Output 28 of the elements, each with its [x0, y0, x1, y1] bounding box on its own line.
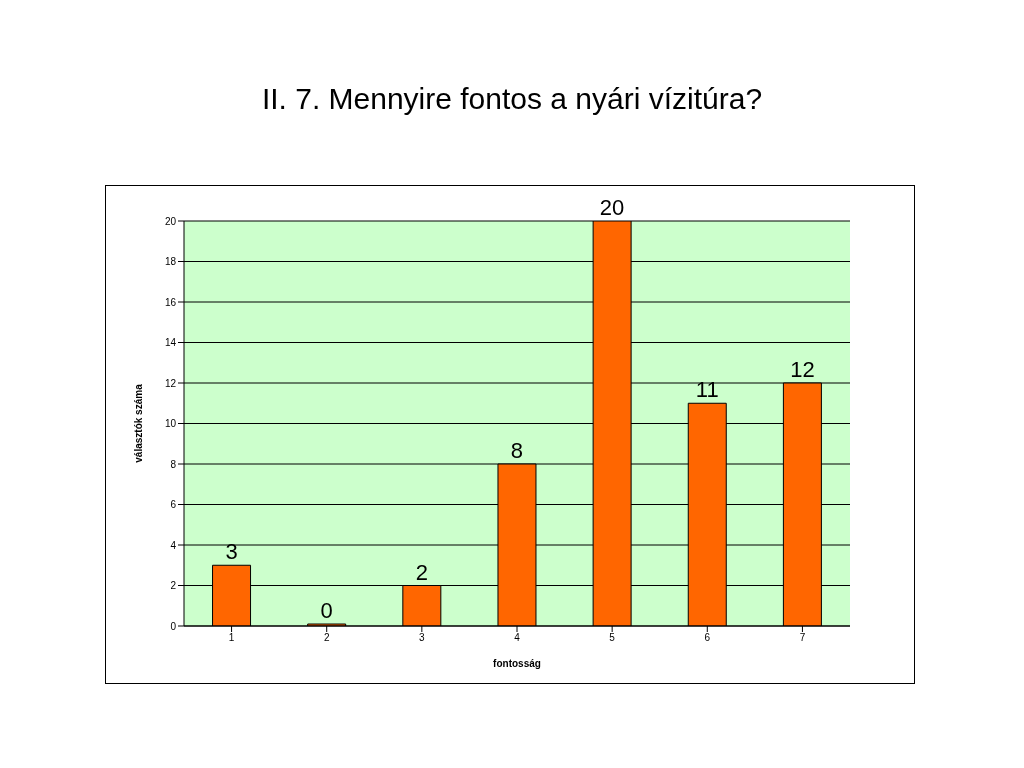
x-tick-label: 3	[419, 632, 426, 644]
y-tick-label: 14	[164, 337, 177, 349]
x-tick-label: 1	[228, 632, 235, 644]
x-tick-label: 7	[799, 632, 806, 644]
data-label: 20	[599, 195, 625, 220]
y-tick-label: 20	[164, 215, 177, 227]
y-tick-label: 2	[170, 580, 177, 592]
y-tick-label: 8	[170, 458, 177, 470]
x-tick-label: 4	[514, 632, 521, 644]
data-label: 2	[415, 559, 428, 585]
y-tick-label: 18	[164, 256, 177, 268]
y-tick-label: 16	[164, 296, 177, 308]
x-axis-title: fontosság	[493, 658, 541, 669]
x-tick-label: 6	[704, 632, 711, 644]
y-tick-label: 12	[164, 377, 177, 389]
data-label: 8	[510, 438, 524, 463]
chart-title: II. 7. Mennyire fontos a nyári vízitúra?	[260, 82, 764, 116]
data-label: 0	[320, 598, 333, 623]
y-tick-label: 0	[170, 620, 177, 632]
y-axis-title: választók száma	[132, 383, 144, 463]
y-tick-label: 6	[170, 499, 177, 511]
data-label: 3	[225, 539, 238, 565]
y-tick-label: 4	[170, 539, 177, 551]
x-tick-label: 5	[609, 632, 616, 644]
data-label: 12	[790, 357, 815, 382]
data-label: 11	[695, 377, 719, 403]
x-tick-label: 2	[323, 632, 330, 644]
y-tick-label: 10	[164, 418, 177, 430]
